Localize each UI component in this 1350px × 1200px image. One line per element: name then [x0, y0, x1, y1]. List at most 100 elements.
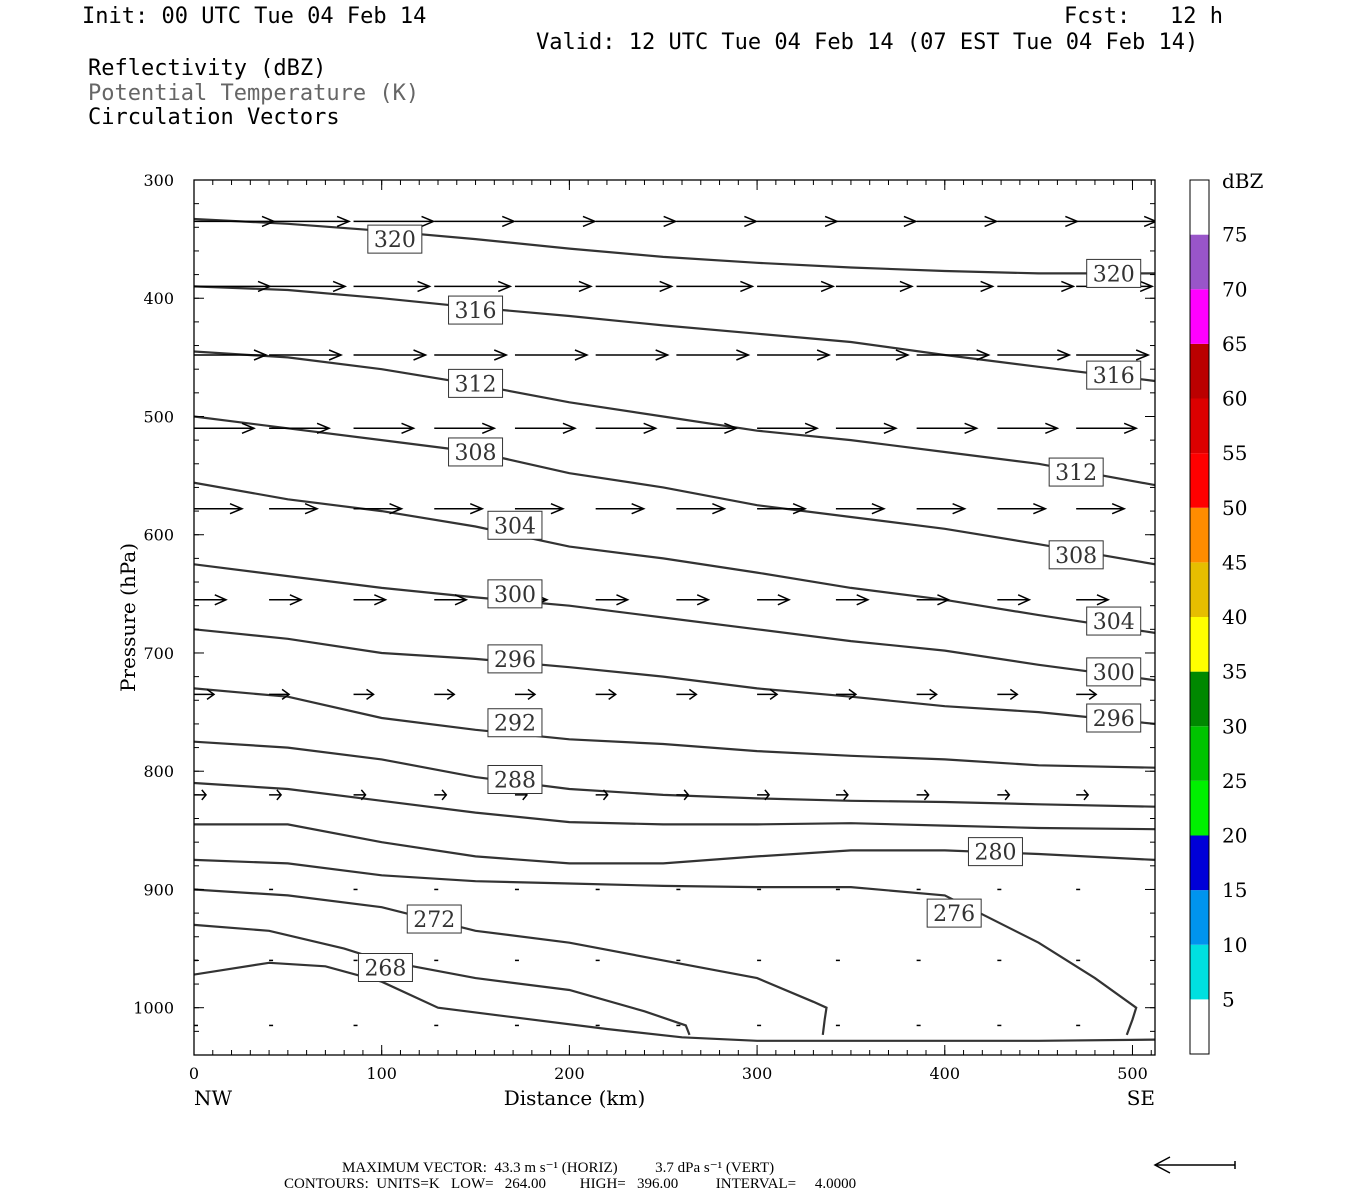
isentrope-296 [194, 628, 1155, 725]
isentrope-308 [194, 415, 1155, 566]
wind-vector-head [389, 503, 404, 515]
contour-label-box [448, 368, 504, 398]
wind-vector-head [441, 789, 448, 801]
wind-vector-head [1096, 594, 1111, 606]
isentrope-272 [194, 888, 828, 1036]
colorbar-swatch [1190, 398, 1209, 454]
wind-vector-head [1088, 688, 1098, 700]
wind-vector-head [1143, 215, 1155, 228]
contour-label-276: 276 [933, 902, 975, 927]
contour-label-296: 296 [1093, 707, 1135, 732]
wind-vector-head [578, 280, 593, 293]
wind-vector-head [1168, 689, 1175, 699]
wind-vector-head [469, 503, 485, 515]
wind-vector-head [663, 215, 678, 228]
colorbar-swatch [1190, 671, 1209, 727]
isentrope-316 [194, 285, 1155, 383]
wind-vector-head [816, 349, 832, 361]
wind-vector-head [659, 280, 674, 293]
y-tick-label: 500 [143, 407, 174, 426]
colorbar-label: 50 [1222, 496, 1247, 520]
colorbar-swatch [1190, 343, 1209, 399]
wind-vector-head [253, 349, 268, 361]
x-tick-label: 0 [189, 1064, 199, 1083]
contour-label-288: 288 [494, 768, 536, 793]
colorbar-swatch [1190, 780, 1209, 836]
contour-label-box [1086, 606, 1142, 636]
colorbar-label: 40 [1222, 605, 1247, 629]
wind-vector-head [736, 349, 751, 361]
wind-vector-head [360, 789, 367, 801]
contour-label-268: 268 [364, 957, 406, 982]
x-tick-label: 200 [554, 1064, 585, 1083]
colorbar-frame [1189, 179, 1210, 1055]
wind-vector-head [777, 594, 791, 606]
colorbar-label: 30 [1222, 714, 1247, 738]
colorbar-swatch [1190, 289, 1209, 344]
axes: 300 400 500 600 700 800 900 1000 0 100 200 300 400 50… [116, 171, 1155, 1110]
contour-label-box [487, 579, 543, 609]
contour-label-308: 308 [1055, 544, 1097, 569]
wind-vector-head [1083, 789, 1090, 801]
wind-vector-head [366, 688, 375, 700]
x-tick-label: 100 [366, 1064, 397, 1083]
wind-vector-head [883, 422, 898, 435]
wind-vector-head [683, 789, 690, 801]
wind-vector-head [493, 349, 509, 361]
wind-vector-head [792, 503, 808, 515]
wind-vector-head [895, 349, 910, 361]
y-tick-label: 800 [143, 762, 174, 781]
isentrope-292 [194, 687, 1155, 769]
y-tick-label: 900 [143, 880, 174, 899]
contour-label-box [1086, 703, 1142, 733]
wind-vector-head [582, 215, 597, 228]
contour-label-box [367, 224, 423, 254]
wind-vector-head [304, 503, 320, 515]
wind-vector-head [1061, 280, 1076, 293]
colorbar-swatch [1190, 617, 1209, 672]
forecast-hour: Fcst: 12 h [1064, 4, 1223, 29]
wind-vector-head [316, 422, 332, 435]
wind-vector-head [608, 688, 617, 700]
colorbar-label: 10 [1222, 933, 1247, 957]
contour-label-box [406, 904, 462, 934]
wind-vector-head [1045, 422, 1060, 435]
contour-label-box [1048, 540, 1104, 570]
wind-vector-head [328, 349, 344, 361]
wind-vector-head [281, 688, 291, 700]
wind-vector-head [446, 688, 456, 700]
wind-vector-head [616, 594, 630, 606]
contour-labels: 320 320 316 316 312 312 308 308 304 304 300 300 296 2… [357, 224, 1142, 982]
isentrope-284 [194, 781, 1155, 831]
x-axis-label: Distance (km) [504, 1086, 646, 1110]
colorbar-swatch [1190, 234, 1209, 290]
x-tick-label: 500 [1117, 1064, 1148, 1083]
colorbar-label: 5 [1222, 987, 1235, 1011]
wind-vector-head [843, 789, 849, 801]
wind-vector-head [688, 688, 698, 700]
wind-vector-head [871, 503, 886, 515]
contour-label-308: 308 [455, 441, 497, 466]
y-tick-label: 700 [143, 644, 174, 663]
reference-vector [1153, 1156, 1236, 1174]
wind-vector-head [602, 789, 609, 801]
wind-vector-head [976, 349, 991, 361]
wind-vector-head [712, 503, 727, 515]
wind-vector-head [374, 594, 388, 606]
wind-vector-head [820, 280, 836, 293]
isentrope-312 [194, 350, 1155, 487]
init-time: Init: 00 UTC Tue 04 Feb 14 [82, 4, 427, 29]
wind-vector-head [1009, 688, 1019, 700]
colorbar-label: 65 [1222, 332, 1247, 356]
wind-vector-head [401, 422, 416, 435]
wind-vector-head [764, 789, 771, 801]
colorbar-label: 70 [1222, 277, 1247, 301]
wind-vector-head [899, 280, 914, 293]
wind-vector-head [696, 594, 711, 606]
x-tick-label: 300 [742, 1064, 773, 1083]
wind-vector-head [417, 280, 432, 293]
wind-vector-head [332, 280, 348, 293]
wind-vector-head [1004, 789, 1011, 801]
contour-label-316: 316 [455, 299, 497, 324]
